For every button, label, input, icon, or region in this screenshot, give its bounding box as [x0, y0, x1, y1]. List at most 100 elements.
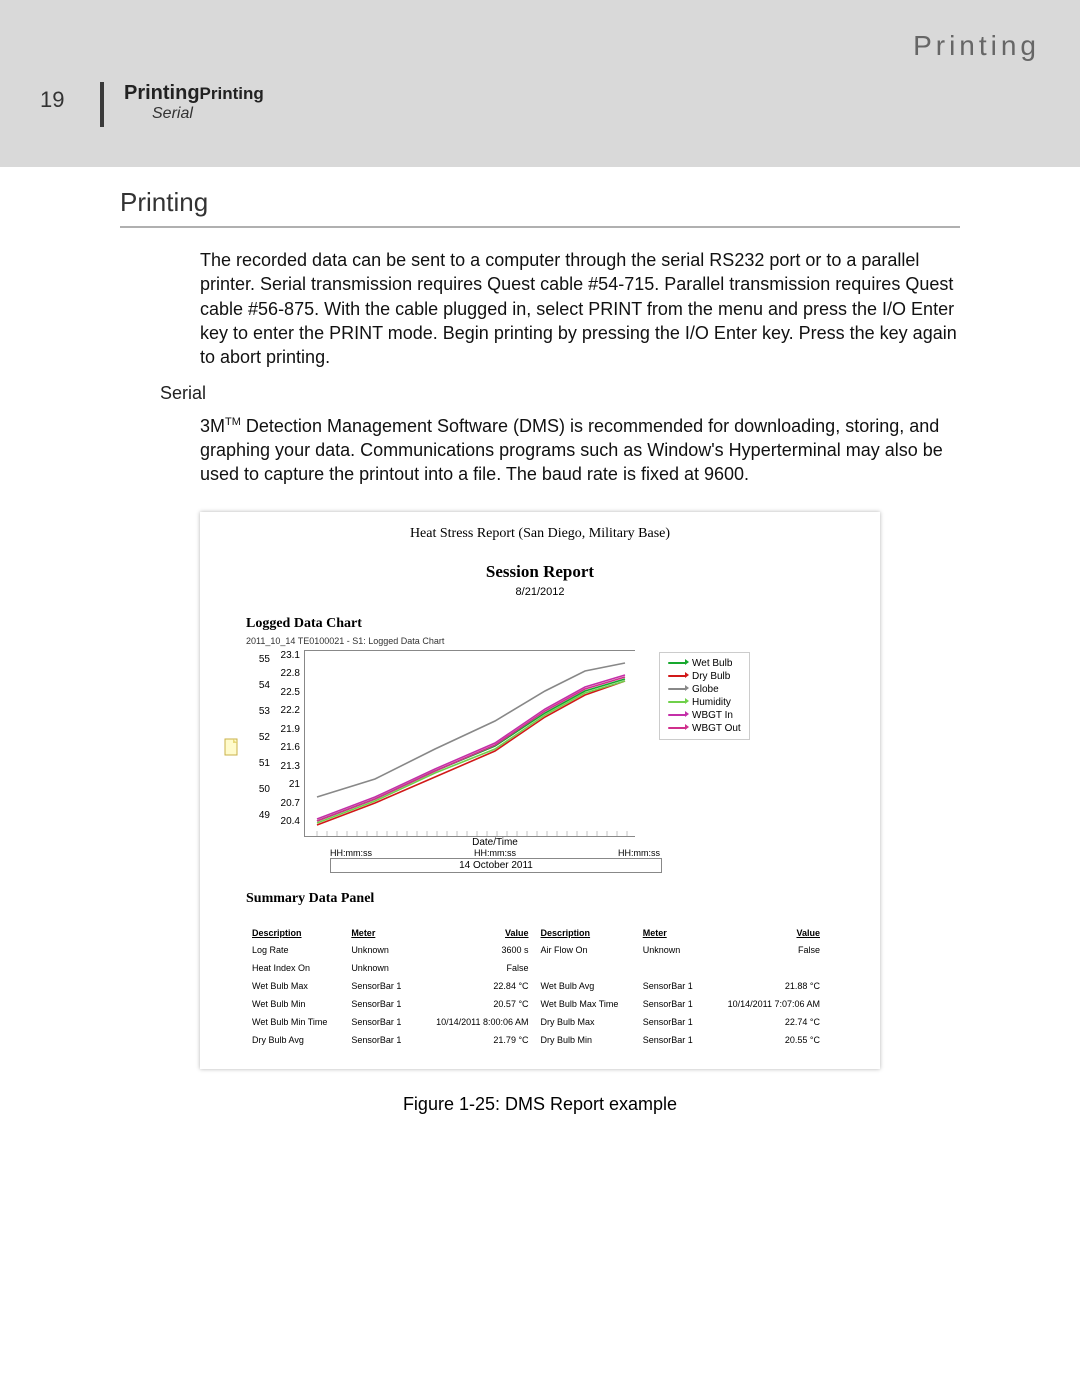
- y-tick-outer: 54: [246, 680, 274, 706]
- chart-heading: Logged Data Chart: [246, 616, 860, 632]
- table-cell: SensorBar 1: [345, 1031, 416, 1049]
- y-tick-inner: 22.8: [274, 668, 304, 687]
- table-cell: False: [416, 959, 535, 977]
- y-tick-inner: 21.3: [274, 761, 304, 780]
- table-cell: [535, 959, 637, 977]
- header-title-line: PrintingPrinting: [124, 82, 264, 105]
- legend-item: Globe: [668, 683, 741, 696]
- chart-plot-area: [304, 650, 635, 837]
- legend-item: Wet Bulb: [668, 657, 741, 670]
- note-icon: [224, 738, 240, 756]
- table-row: Wet Bulb MinSensorBar 120.57 °CWet Bulb …: [246, 995, 826, 1013]
- table-cell: Dry Bulb Max: [535, 1013, 637, 1031]
- figure-top-title: Heat Stress Report (San Diego, Military …: [220, 522, 860, 552]
- table-cell: SensorBar 1: [637, 995, 708, 1013]
- legend-label: Globe: [692, 684, 719, 695]
- y-tick-outer: 53: [246, 706, 274, 732]
- table-cell: SensorBar 1: [345, 995, 416, 1013]
- table-cell: 20.55 °C: [707, 1031, 826, 1049]
- x-tick: HH:mm:ss: [618, 848, 660, 858]
- summary-col-header: Description: [246, 925, 345, 941]
- section-rule: [120, 226, 960, 228]
- legend-swatch: [668, 714, 686, 716]
- table-cell: Wet Bulb Avg: [535, 977, 637, 995]
- serial-subheading: Serial: [160, 381, 960, 405]
- table-row: Wet Bulb MaxSensorBar 122.84 °CWet Bulb …: [246, 977, 826, 995]
- y-tick-inner: 21.9: [274, 724, 304, 743]
- summary-col-header: Meter: [345, 925, 416, 941]
- header-right-title: Printing: [40, 30, 1040, 62]
- y-tick-inner: 20.4: [274, 816, 304, 835]
- legend-swatch: [668, 688, 686, 690]
- y-tick-outer: 50: [246, 784, 274, 810]
- table-cell: Dry Bulb Avg: [246, 1031, 345, 1049]
- header-divider: [100, 82, 104, 127]
- summary-table: DescriptionMeterValueDescriptionMeterVal…: [246, 925, 826, 1049]
- summary-col-header: Value: [707, 925, 826, 941]
- table-cell: Wet Bulb Max Time: [535, 995, 637, 1013]
- x-tick: HH:mm:ss: [330, 848, 372, 858]
- y-tick-inner: 22.2: [274, 705, 304, 724]
- table-cell: Log Rate: [246, 941, 345, 959]
- table-cell: SensorBar 1: [345, 977, 416, 995]
- legend-item: Dry Bulb: [668, 670, 741, 683]
- table-cell: Air Flow On: [535, 941, 637, 959]
- table-cell: [707, 959, 826, 977]
- table-cell: 22.84 °C: [416, 977, 535, 995]
- table-cell: 10/14/2011 8:00:06 AM: [416, 1013, 535, 1031]
- table-cell: Wet Bulb Min: [246, 995, 345, 1013]
- table-cell: 22.74 °C: [707, 1013, 826, 1031]
- legend-label: WBGT In: [692, 710, 733, 721]
- serial-block: Serial 3MTM Detection Management Softwar…: [200, 381, 960, 486]
- figure-caption: Figure 1-25: DMS Report example: [120, 1094, 960, 1115]
- y-axis-inner: 23.122.822.522.221.921.621.32120.720.4: [274, 650, 304, 835]
- legend-item: WBGT Out: [668, 722, 741, 735]
- summary-col-header: Meter: [637, 925, 708, 941]
- header-row: 19 PrintingPrinting Serial: [40, 82, 1040, 127]
- chart-subtitle: 2011_10_14 TE0100021 - S1: Logged Data C…: [246, 636, 860, 646]
- page-number: 19: [40, 82, 80, 113]
- table-cell: Dry Bulb Min: [535, 1031, 637, 1049]
- figure-session-title: Session Report: [220, 562, 860, 582]
- table-cell: Unknown: [345, 959, 416, 977]
- page-content: Printing The recorded data can be sent t…: [0, 187, 1080, 1155]
- header-title-main: Printing: [124, 82, 200, 104]
- legend-item: WBGT In: [668, 709, 741, 722]
- table-cell: SensorBar 1: [637, 977, 708, 995]
- y-tick-outer: 52: [246, 732, 274, 758]
- legend-label: WBGT Out: [692, 723, 741, 734]
- legend-swatch: [668, 727, 686, 729]
- legend-item: Humidity: [668, 696, 741, 709]
- y-tick-inner: 20.7: [274, 798, 304, 817]
- serial-para-prefix: 3M: [200, 416, 225, 436]
- table-cell: [637, 959, 708, 977]
- chart-svg: [305, 651, 635, 836]
- header-title-block: PrintingPrinting Serial: [124, 82, 264, 123]
- table-row: Dry Bulb AvgSensorBar 121.79 °CDry Bulb …: [246, 1031, 826, 1049]
- header-title-sub: Printing: [200, 84, 264, 103]
- legend-label: Humidity: [692, 697, 731, 708]
- y-tick-inner: 21: [274, 779, 304, 798]
- y-tick-outer: 49: [246, 810, 274, 836]
- x-axis-date-bar: 14 October 2011: [330, 858, 662, 873]
- y-axis-outer: 55545352515049: [246, 650, 274, 836]
- x-axis-label: Date/Time: [330, 837, 660, 848]
- table-cell: Wet Bulb Min Time: [246, 1013, 345, 1031]
- summary-heading: Summary Data Panel: [246, 891, 860, 907]
- figure-session-date: 8/21/2012: [220, 586, 860, 598]
- x-axis-ticks: HH:mm:ss HH:mm:ss HH:mm:ss: [330, 848, 660, 858]
- legend-swatch: [668, 662, 686, 664]
- intro-paragraph: The recorded data can be sent to a compu…: [200, 248, 960, 369]
- table-cell: SensorBar 1: [637, 1031, 708, 1049]
- chart-series: [317, 663, 625, 797]
- section-title: Printing: [120, 187, 960, 218]
- table-cell: SensorBar 1: [345, 1013, 416, 1031]
- table-row: Heat Index OnUnknownFalse: [246, 959, 826, 977]
- legend-swatch: [668, 675, 686, 677]
- table-cell: 3600 s: [416, 941, 535, 959]
- table-cell: 21.88 °C: [707, 977, 826, 995]
- table-cell: 10/14/2011 7:07:06 AM: [707, 995, 826, 1013]
- page-header-bar: Printing 19 PrintingPrinting Serial: [0, 0, 1080, 167]
- table-cell: Unknown: [637, 941, 708, 959]
- table-cell: 20.57 °C: [416, 995, 535, 1013]
